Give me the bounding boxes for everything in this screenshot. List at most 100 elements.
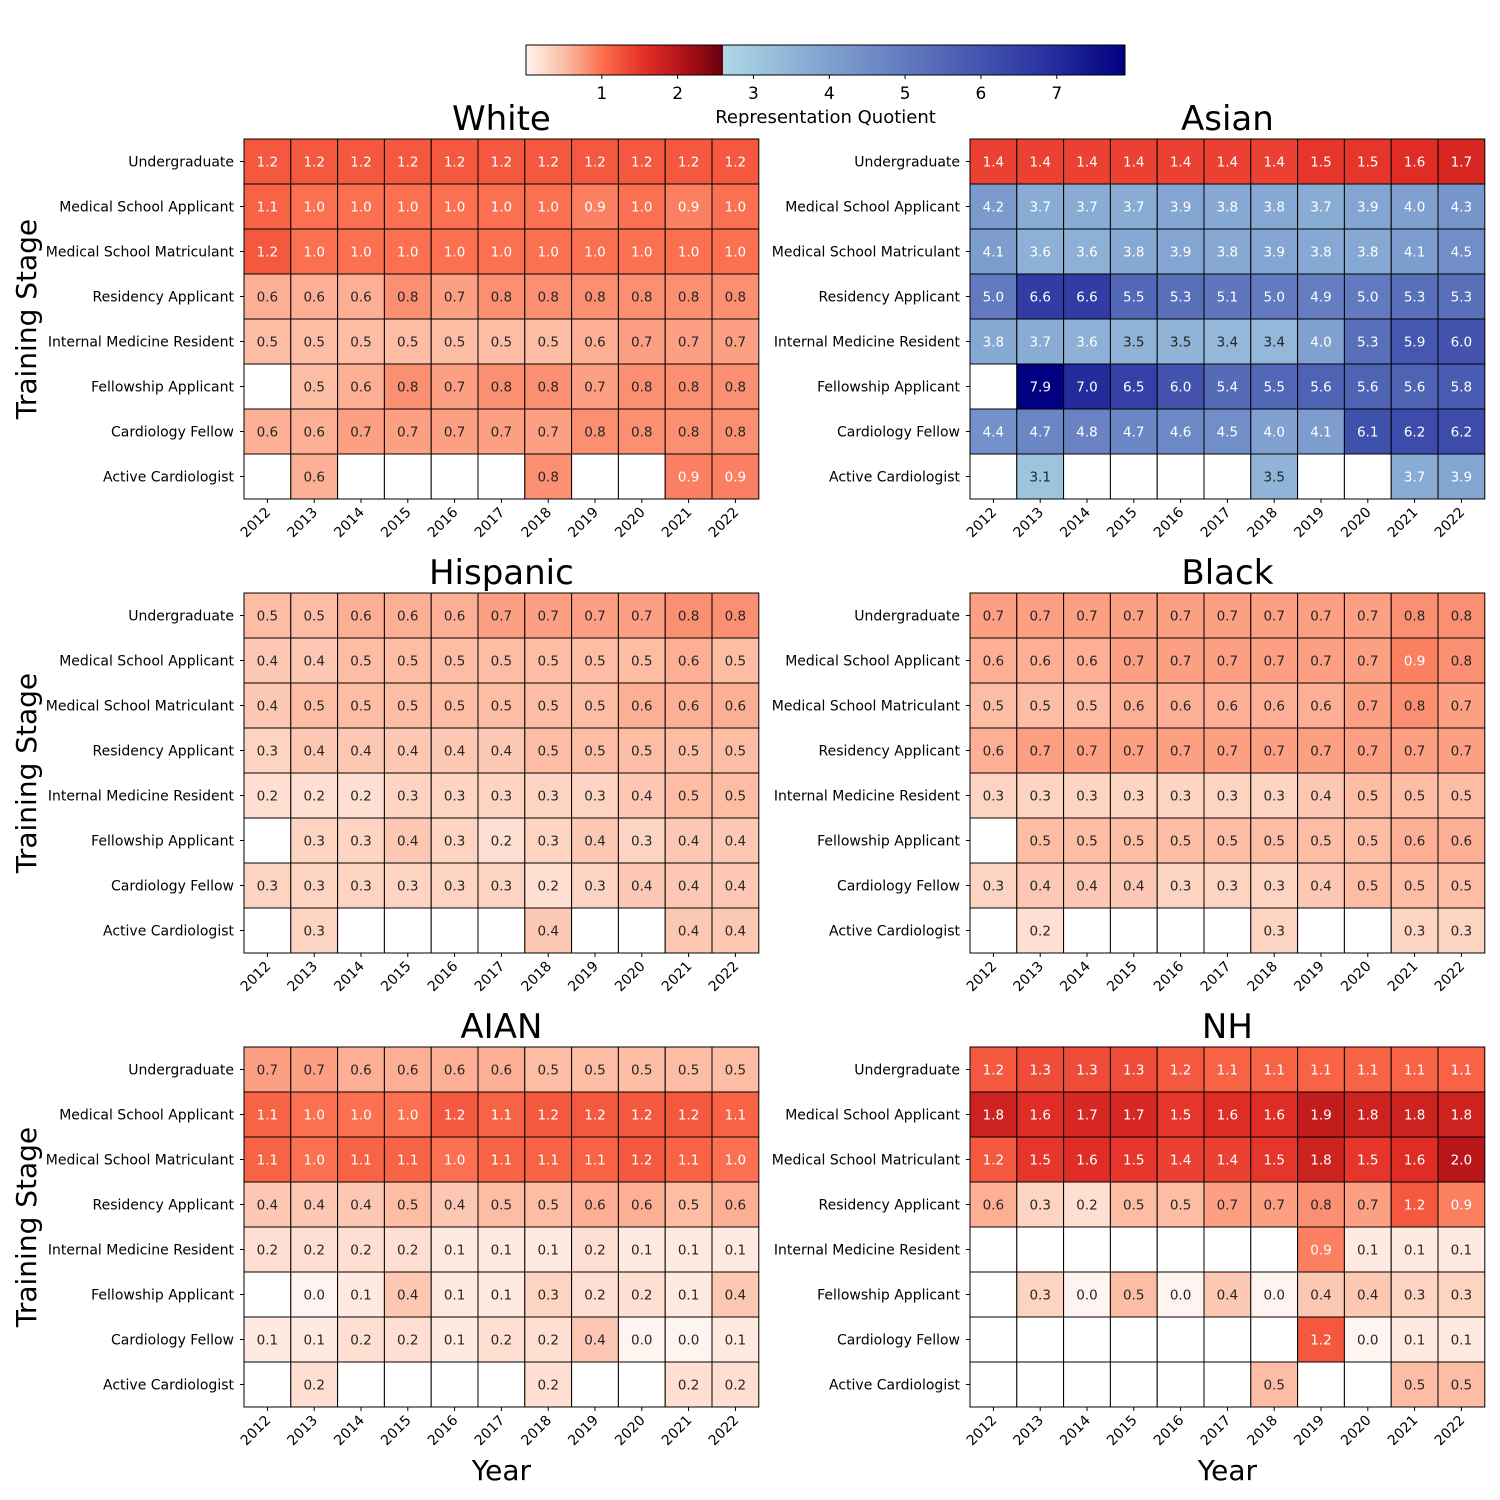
heatmap-cell-empty: [1063, 453, 1111, 500]
cell-value-label: 1.2: [631, 1153, 652, 1169]
cell-value-label: 0.3: [1170, 789, 1191, 805]
heatmap-cell-empty: [1203, 1316, 1252, 1363]
panel-title: White: [452, 99, 551, 139]
heatmap-cell: [1437, 1046, 1486, 1093]
heatmap-cell-empty: [1156, 1316, 1205, 1363]
cell-value-label: 1.0: [491, 245, 512, 261]
x-tick-label: 2022: [706, 1413, 743, 1450]
heatmap-cell: [1437, 183, 1486, 230]
cell-value-label: 0.3: [397, 879, 418, 895]
heatmap-cell: [1109, 408, 1158, 455]
heatmap-cell: [711, 907, 760, 954]
cell-value-label: 3.6: [1076, 335, 1097, 351]
y-tick-label: Fellowship Applicant: [817, 380, 960, 396]
cell-value-label: 0.5: [397, 335, 418, 351]
x-tick-label: 2016: [1151, 1412, 1188, 1449]
y-tick-label: Undergraduate: [854, 1063, 960, 1079]
cell-value-label: 5.5: [1123, 290, 1144, 306]
heatmap-panel-hispanic: Hispanic 0.5 0.5 0.6 0.6 0.6 0.7 0.7 0.7 0.7 0.8 0.…: [10, 553, 760, 995]
cell-value-label: 0.5: [1404, 879, 1425, 895]
cell-value-label: 0.3: [1451, 1288, 1472, 1304]
y-tick-label: Residency Applicant: [93, 744, 235, 760]
heatmap-cell: [290, 1361, 339, 1408]
cell-value-label: 0.5: [1404, 789, 1425, 805]
cell-value-label: 0.1: [491, 1288, 512, 1304]
cell-value-label: 0.8: [678, 609, 699, 625]
cell-value-label: 0.5: [537, 654, 558, 670]
x-tick-label: 2018: [1245, 959, 1282, 996]
y-tick-label: Medical School Matriculant: [772, 1153, 961, 1169]
heatmap-cell: [430, 1046, 479, 1093]
heatmap-cell: [1297, 772, 1345, 819]
y-tick-label: Medical School Matriculant: [46, 699, 235, 715]
cell-value-label: 0.3: [1404, 924, 1425, 940]
heatmap-cell: [524, 907, 573, 954]
heatmap-cell: [969, 1046, 1018, 1093]
heatmap-cell: [1016, 727, 1065, 774]
heatmap-cell: [571, 1136, 619, 1183]
heatmap-cell-empty: [1016, 1361, 1065, 1408]
heatmap-cell: [711, 1361, 760, 1408]
heatmap-cell: [1109, 727, 1158, 774]
heatmap-cell: [1203, 183, 1252, 230]
cell-value-label: 1.1: [257, 200, 278, 216]
cell-value-label: 0.5: [1076, 699, 1097, 715]
cell-value-label: 0.2: [631, 1288, 652, 1304]
cell-value-label: 0.5: [725, 789, 746, 805]
heatmap-cell: [383, 592, 432, 639]
cell-value-label: 0.7: [1123, 654, 1144, 670]
cell-value-label: 0.4: [350, 744, 371, 760]
cell-value-label: 0.5: [725, 1063, 746, 1079]
cell-value-label: 3.7: [1404, 470, 1425, 486]
heatmap-cell: [617, 408, 666, 455]
cell-value-label: 0.5: [1451, 879, 1472, 895]
cell-value-label: 1.0: [491, 200, 512, 216]
cell-value-label: 0.4: [257, 699, 278, 715]
heatmap-cell: [1063, 228, 1111, 275]
cell-value-label: 0.2: [350, 789, 371, 805]
heatmap-cell: [337, 318, 385, 365]
heatmap-cell: [524, 1136, 573, 1183]
y-tick-label: Fellowship Applicant: [817, 834, 960, 850]
heatmap-cell: [1156, 1271, 1205, 1318]
cell-value-label: 1.6: [1404, 155, 1425, 171]
cell-value-label: 0.5: [303, 335, 324, 351]
heatmap-cell: [337, 1271, 385, 1318]
cell-value-label: 1.0: [537, 200, 558, 216]
heatmap-cell: [1063, 1136, 1111, 1183]
cell-value-label: 0.7: [1263, 654, 1284, 670]
cell-value-label: 0.4: [1310, 1288, 1331, 1304]
heatmap-cell: [711, 592, 760, 639]
heatmap-cell: [477, 408, 526, 455]
heatmap-cell: [617, 862, 666, 909]
heatmap-cell: [1390, 727, 1439, 774]
heatmap-cell: [1063, 138, 1111, 185]
cell-value-label: 1.0: [303, 1153, 324, 1169]
heatmap-cell: [337, 862, 385, 909]
heatmap-cell: [1297, 1181, 1345, 1228]
heatmap-cell: [1063, 637, 1111, 684]
cell-value-label: 0.6: [444, 609, 465, 625]
heatmap-cell: [1203, 273, 1252, 320]
cell-value-label: 0.2: [303, 789, 324, 805]
heatmap-panel-white: White 1.2 1.2 1.2 1.2 1.2 1.2 1.2 1.2 1.2 1.2 1.2 1.…: [10, 99, 760, 541]
heatmap-cell-empty: [1156, 1226, 1205, 1273]
cell-value-label: 0.3: [584, 789, 605, 805]
cell-value-label: 1.4: [983, 155, 1004, 171]
colorbar-tick-label: 5: [900, 84, 911, 104]
cell-value-label: 0.9: [1404, 654, 1425, 670]
heatmap-cell: [1109, 138, 1158, 185]
cell-value-label: 0.7: [1451, 744, 1472, 760]
heatmap-cell: [711, 1271, 760, 1318]
cell-value-label: 0.7: [491, 609, 512, 625]
cell-value-label: 0.3: [1170, 879, 1191, 895]
heatmap-cell: [1343, 637, 1392, 684]
heatmap-cell: [711, 183, 760, 230]
heatmap-cell-empty: [430, 907, 479, 954]
cell-value-label: 0.5: [1076, 834, 1097, 850]
heatmap-cell: [290, 228, 339, 275]
cell-value-label: 1.2: [983, 1153, 1004, 1169]
cell-value-label: 0.1: [678, 1288, 699, 1304]
cell-value-label: 1.2: [1170, 1063, 1191, 1079]
cell-value-label: 1.8: [1451, 1108, 1472, 1124]
